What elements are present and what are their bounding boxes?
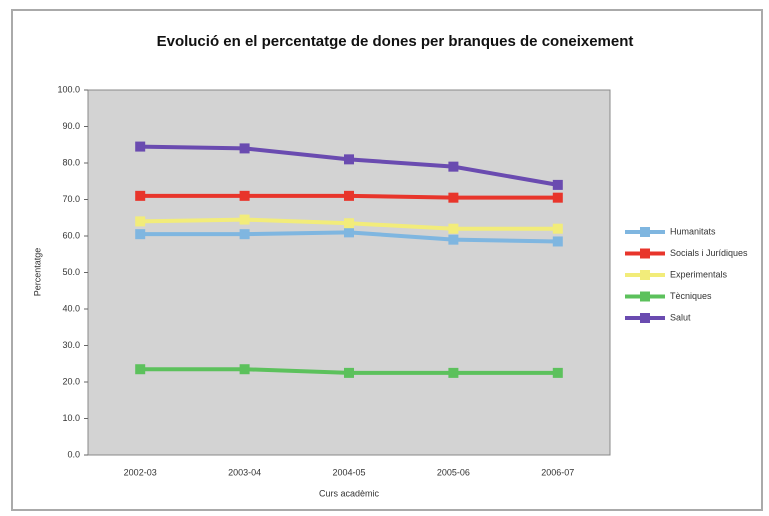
legend-label: Humanitats [670, 226, 716, 236]
y-tick-label: 40.0 [62, 303, 80, 313]
y-tick-label: 60.0 [62, 230, 80, 240]
x-tick-label: 2004-05 [332, 467, 365, 477]
data-point [239, 190, 250, 201]
data-point [344, 218, 354, 229]
data-point [239, 364, 250, 375]
legend-marker [640, 227, 650, 237]
data-point [135, 229, 146, 240]
legend-label: Salut [670, 312, 691, 322]
x-tick-label: 2005-06 [437, 467, 470, 477]
data-point [448, 192, 459, 203]
legend-marker [640, 248, 650, 259]
chart-title: Evolució en el percentatge de dones per … [157, 33, 634, 50]
data-point [135, 141, 146, 152]
legend-label: Experimentals [670, 269, 728, 279]
x-tick-label: 2003-04 [228, 467, 261, 477]
x-tick-label: 2002-03 [124, 467, 157, 477]
y-tick-label: 0.0 [67, 449, 80, 459]
y-tick-label: 90.0 [62, 121, 80, 131]
legend-marker [640, 313, 650, 323]
data-point [135, 364, 146, 375]
data-point [552, 192, 563, 203]
data-point [552, 367, 563, 378]
data-point [135, 190, 146, 201]
data-point [552, 236, 563, 247]
legend-marker [640, 270, 650, 280]
y-tick-label: 30.0 [62, 340, 80, 350]
data-point [239, 143, 250, 154]
data-point [552, 179, 563, 190]
data-point [344, 227, 354, 238]
y-tick-label: 80.0 [62, 157, 80, 167]
data-point [239, 214, 250, 225]
data-point [448, 223, 459, 234]
y-tick-label: 70.0 [62, 194, 80, 204]
x-tick-label: 2006-07 [541, 467, 574, 477]
legend-label: Tècniques [670, 291, 712, 301]
data-point [344, 367, 354, 378]
data-point [552, 223, 563, 234]
data-point [448, 367, 459, 378]
legend-label: Socials i Jurídiques [670, 248, 748, 258]
data-point [344, 154, 354, 165]
data-point [344, 190, 354, 201]
plot-area [87, 89, 611, 456]
legend-marker [640, 291, 650, 302]
x-axis-label: Curs acadèmic [319, 488, 380, 498]
data-point [239, 229, 250, 240]
y-tick-label: 100.0 [57, 84, 80, 94]
data-point [135, 216, 146, 227]
data-point [448, 234, 459, 245]
y-tick-label: 50.0 [62, 267, 80, 277]
data-point [448, 161, 459, 172]
y-axis-label: Percentatge [32, 248, 42, 297]
y-tick-label: 20.0 [62, 376, 80, 386]
y-tick-label: 10.0 [62, 413, 80, 423]
